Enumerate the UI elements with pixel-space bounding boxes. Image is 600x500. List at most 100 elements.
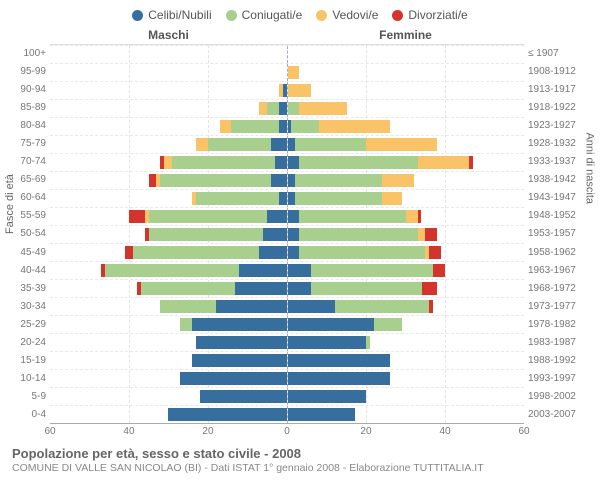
bar-segment [299,156,417,169]
birth-label: 1913-1917 [528,80,594,98]
chart-title: Popolazione per età, sesso e stato civil… [12,446,594,461]
pyramid-row [50,45,524,63]
pyramid-row [50,261,524,279]
bar-segment [288,282,312,295]
birth-label: 1953-1957 [528,225,594,243]
female-half [287,190,525,207]
bar-segment [433,264,445,277]
female-half [287,136,525,153]
bar-segment [299,210,405,223]
bar-segment [288,336,367,349]
legend-item: Coniugati/e [226,8,303,22]
male-half [50,298,287,315]
male-half [50,280,287,297]
birth-label: 1978-1982 [528,315,594,333]
pyramid-row [50,63,524,81]
birth-label: 1963-1967 [528,261,594,279]
pyramid-row [50,351,524,369]
bar-segment [208,138,271,151]
birth-label: 1918-1922 [528,98,594,116]
bar-segment [429,246,441,259]
x-tick: 20 [360,426,371,437]
legend-label: Celibi/Nubili [148,8,211,22]
birth-label: 1958-1962 [528,243,594,261]
age-label: 100+ [6,44,46,62]
bar-segment [263,228,287,241]
bar-segment [288,66,300,79]
chart-source: COMUNE DI VALLE SAN NICOLAO (BI) - Dati … [12,462,594,474]
legend-label: Vedovi/e [332,8,378,22]
bar-segment [288,318,375,331]
age-label: 90-94 [6,80,46,98]
age-label: 35-39 [6,279,46,297]
male-half [50,100,287,117]
bar-segment [192,354,287,367]
bar-segment [288,84,312,97]
age-label: 30-34 [6,297,46,315]
female-half [287,46,525,63]
bar-segment [288,300,335,313]
legend-swatch [392,10,403,21]
bar-segment [172,156,274,169]
male-half [50,154,287,171]
birth-label: 1948-1952 [528,207,594,225]
pyramid-row [50,225,524,243]
birth-label: 1993-1997 [528,370,594,388]
bar-segment [129,210,145,223]
bar-segment [311,282,421,295]
legend-item: Celibi/Nubili [132,8,211,22]
bar-segment [288,354,390,367]
bar-segment [288,156,300,169]
x-tick: 40 [123,426,134,437]
bar-segment [418,156,469,169]
bar-segment [429,300,433,313]
male-half [50,208,287,225]
bar-segment [259,246,287,259]
male-half [50,388,287,405]
y-axis-age: 100+95-9990-9485-8980-8475-7970-7465-696… [6,44,50,424]
bar-segment [288,174,296,187]
age-label: 85-89 [6,98,46,116]
female-half [287,154,525,171]
birth-label: 1973-1977 [528,297,594,315]
bar-segment [418,228,426,241]
age-label: 75-79 [6,134,46,152]
birth-label: 1983-1987 [528,334,594,352]
birth-label: ≤ 1907 [528,44,594,62]
legend: Celibi/Nubili Coniugati/e Vedovi/e Divorzia… [6,8,594,22]
bar-segment [295,174,382,187]
legend-label: Coniugati/e [242,8,303,22]
bar-segment [288,102,300,115]
birth-label: 2003-2007 [528,406,594,424]
bar-segment [267,102,279,115]
age-label: 10-14 [6,370,46,388]
header-female: Femmine [287,28,524,42]
bar-segment [168,408,286,421]
legend-item: Divorziati/e [392,8,467,22]
x-tick: 60 [44,426,55,437]
age-label: 40-44 [6,261,46,279]
birth-label: 1968-1972 [528,279,594,297]
bar-segment [196,138,208,151]
female-half [287,118,525,135]
bar-segment [220,120,232,133]
bar-segment [275,156,287,169]
bar-segment [288,246,300,259]
bar-segment [271,138,287,151]
female-half [287,244,525,261]
female-half [287,280,525,297]
birth-label: 1998-2002 [528,388,594,406]
x-axis: 6040200204060 [6,426,594,440]
female-half [287,208,525,225]
age-label: 70-74 [6,153,46,171]
bar-segment [231,120,278,133]
pyramid-row [50,81,524,99]
legend-label: Divorziati/e [408,8,467,22]
pyramid-row [50,243,524,261]
bar-segment [288,390,367,403]
bars-area [50,44,524,424]
bar-segment [374,318,402,331]
male-half [50,118,287,135]
age-label: 5-9 [6,388,46,406]
female-half [287,82,525,99]
